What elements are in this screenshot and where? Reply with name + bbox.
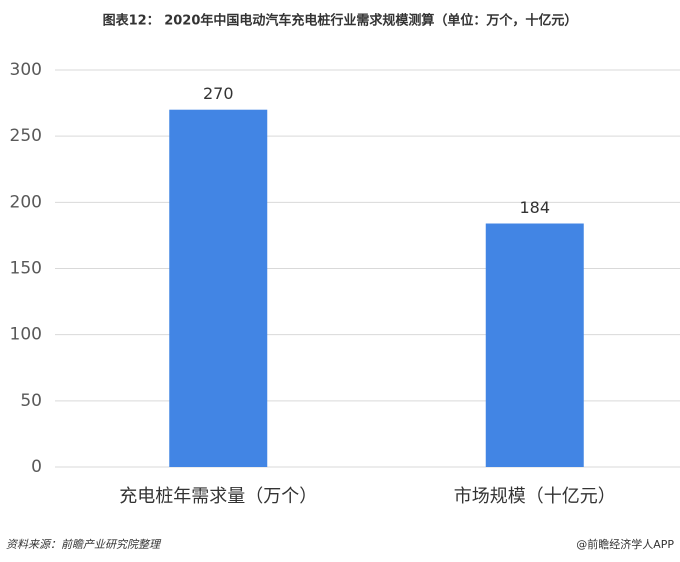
value-label: 184 — [519, 198, 550, 217]
y-tick-label: 300 — [10, 60, 42, 80]
value-label: 270 — [203, 84, 234, 103]
bar — [485, 223, 584, 467]
x-tick-label: 充电桩年需求量（万个） — [119, 486, 317, 507]
y-tick-label: 150 — [10, 259, 42, 279]
y-tick-label: 100 — [10, 325, 42, 345]
credit: @前瞻经济学人APP — [576, 537, 674, 551]
y-tick-label: 50 — [20, 391, 42, 411]
source: 资料来源：前瞻产业研究院整理 — [6, 538, 162, 551]
x-tick-label: 市场规模（十亿元） — [454, 486, 616, 507]
y-tick-label: 250 — [10, 126, 42, 146]
bar — [169, 109, 268, 467]
y-tick-label: 0 — [31, 457, 42, 477]
y-tick-label: 200 — [10, 192, 42, 212]
chart-title: 图表12： 2020年中国电动汽车充电桩行业需求规模测算（单位：万个，十亿元） — [103, 13, 578, 29]
